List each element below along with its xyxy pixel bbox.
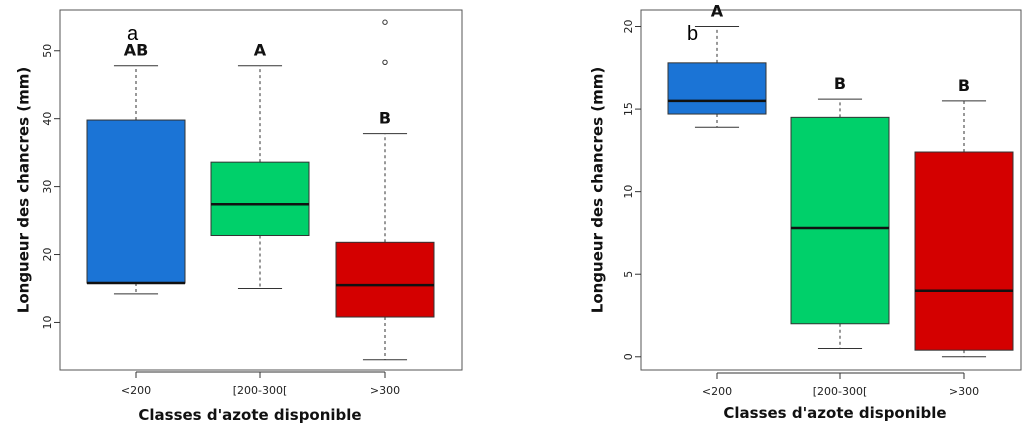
plot-frame [640, 9, 1022, 371]
x-axis-label: Classes d'azote disponible [138, 406, 361, 424]
significance-letter: B [834, 74, 846, 93]
significance-letter: B [958, 76, 970, 95]
y-tick-label: 50 [41, 44, 54, 58]
box-1: AB [86, 41, 186, 295]
y-tick-label: 15 [622, 102, 635, 116]
y-tick-label: 10 [41, 315, 54, 329]
y-tick-label: 40 [41, 112, 54, 126]
outlier-point [382, 19, 388, 25]
box-1: A [667, 2, 767, 128]
box-body [667, 62, 767, 115]
panel-label: a [127, 23, 139, 45]
box-body [790, 116, 890, 325]
box-body [335, 241, 435, 318]
y-tick-label: 5 [622, 271, 635, 278]
x-tick-label: [200-300[ [233, 384, 288, 397]
y-tick-label: 30 [41, 180, 54, 194]
significance-letter: AB [124, 41, 149, 60]
box-3: B [335, 19, 435, 361]
y-tick-label: 20 [41, 248, 54, 262]
box-2: A [210, 41, 310, 289]
chart-panel-b: 0 5 10 15 20 <200 [200-300[ >300 A B B Longueur des… [589, 2, 1022, 422]
x-axis-label: Classes d'azote disponible [723, 404, 946, 422]
significance-letter: A [711, 2, 724, 21]
box-2: B [790, 74, 890, 350]
box-body [210, 161, 310, 237]
box-3: B [914, 76, 1014, 358]
significance-letter: B [379, 109, 391, 128]
significance-letter: A [254, 41, 267, 60]
x-tick-label: >300 [370, 384, 400, 397]
y-tick-label: 10 [622, 185, 635, 199]
x-tick-label: <200 [702, 385, 732, 398]
y-axis-label: Longueur des chancres (mm) [15, 67, 33, 313]
x-tick-label: <200 [121, 384, 151, 397]
outlier-point [382, 59, 388, 66]
x-tick-label: >300 [949, 385, 979, 398]
y-tick-label: 0 [622, 353, 635, 360]
x-tick-label: [200-300[ [813, 385, 868, 398]
plot-frame [59, 9, 463, 371]
box-body [914, 151, 1014, 351]
panel-label: b [687, 23, 698, 45]
box-body [86, 119, 186, 284]
y-tick-label: 20 [622, 20, 635, 34]
y-axis-label: Longueur des chancres (mm) [589, 67, 607, 313]
